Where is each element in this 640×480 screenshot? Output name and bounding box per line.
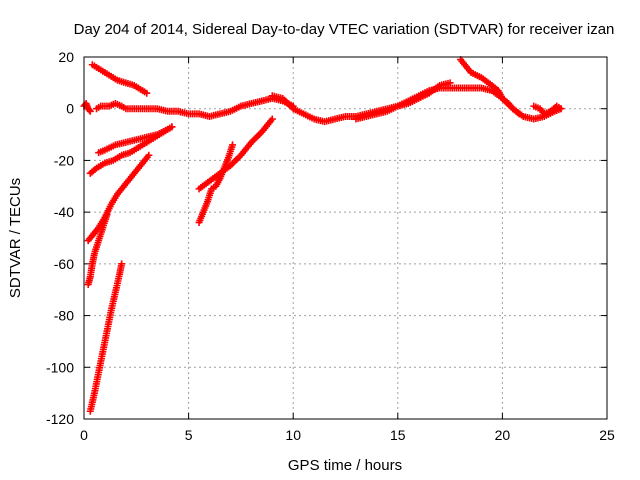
- series-arc-5: [86, 123, 176, 177]
- y-tick-label: -60: [54, 256, 74, 272]
- x-tick-label: 15: [390, 427, 406, 443]
- y-tick-label: 0: [66, 101, 74, 117]
- data-point: [229, 141, 237, 149]
- series-arc-10: [195, 115, 276, 193]
- chart-title: Day 204 of 2014, Sidereal Day-to-day VTE…: [74, 21, 615, 38]
- y-tick-label: 20: [58, 49, 74, 65]
- series-arc-8: [86, 260, 126, 415]
- y-tick-label: -40: [54, 204, 74, 220]
- x-axis-label: GPS time / hours: [288, 457, 402, 474]
- x-tick-label: 5: [185, 427, 193, 443]
- data-point: [557, 105, 565, 113]
- x-tick-label: 20: [495, 427, 511, 443]
- x-tick-label: 25: [599, 427, 615, 443]
- data-point: [168, 123, 176, 131]
- x-tick-label: 0: [80, 427, 88, 443]
- series-arc-2: [88, 61, 151, 97]
- data-point: [103, 211, 111, 219]
- y-tick-label: -80: [54, 308, 74, 324]
- series-arc-13: [457, 56, 523, 118]
- data-point: [515, 110, 523, 118]
- y-tick-label: -20: [54, 152, 74, 168]
- data-point: [143, 89, 151, 97]
- data-points: [80, 56, 565, 415]
- series-arc-12: [352, 79, 454, 123]
- x-tick-label: 10: [285, 427, 301, 443]
- series-arc-14: [530, 102, 565, 118]
- y-tick-label: -120: [46, 411, 74, 427]
- y-tick-label: -100: [46, 359, 74, 375]
- data-point: [446, 79, 454, 87]
- data-point: [86, 107, 94, 115]
- data-point: [268, 115, 276, 123]
- data-point-fill: [85, 106, 93, 114]
- plot-frame: [83, 56, 608, 420]
- y-axis-label: SDTVAR / TECUs: [7, 178, 24, 298]
- series-arc-7: [84, 211, 111, 289]
- data-point: [145, 151, 153, 159]
- data-point: [118, 260, 126, 268]
